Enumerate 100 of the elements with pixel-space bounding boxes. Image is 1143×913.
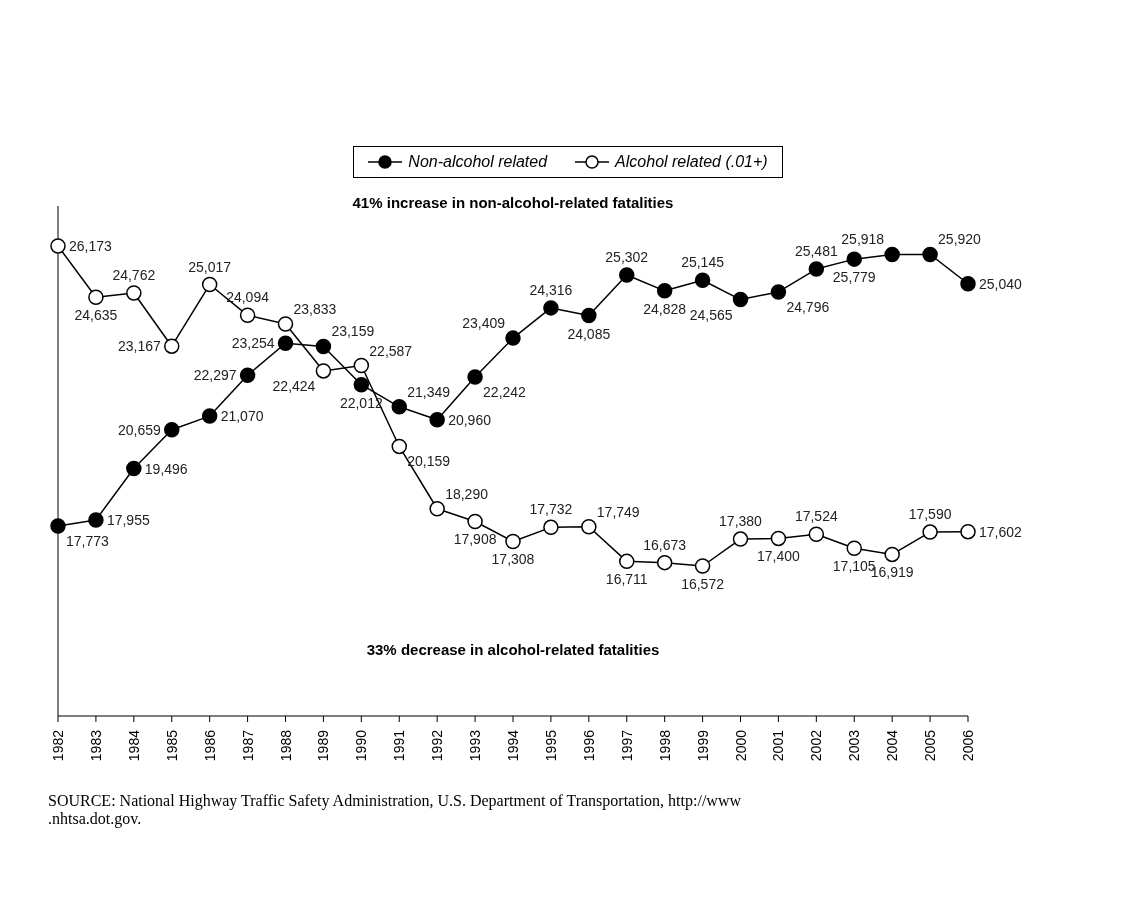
data-label: 22,424 [272, 377, 316, 394]
x-tick-label: 2002 [808, 729, 825, 762]
point [960, 523, 976, 540]
point [429, 500, 445, 517]
point [505, 533, 521, 550]
data-label: 24,085 [567, 325, 611, 342]
data-label: 25,918 [841, 231, 885, 248]
x-tick-label: 1989 [315, 729, 332, 762]
text: 33% decrease in alcohol-related fatalities [365, 641, 661, 658]
data-label: 24,762 [112, 267, 156, 284]
data-label: 16,711 [605, 571, 648, 588]
data-label: 20,159 [407, 453, 451, 470]
point [164, 422, 180, 438]
data-label: 22,297 [193, 367, 237, 384]
point [581, 307, 597, 324]
point [239, 367, 256, 383]
data-label: 17,590 [908, 506, 952, 523]
data-label: 17,773 [66, 532, 110, 549]
data-label: 23,159 [331, 323, 375, 340]
point [467, 513, 483, 530]
x-tick-label: 1983 [87, 729, 104, 762]
data-label: 23,167 [117, 338, 161, 355]
point [164, 338, 180, 354]
x-tick-label: 1992 [429, 729, 446, 762]
data-label: 20,960 [448, 411, 492, 428]
x-tick-label: 1998 [656, 729, 673, 762]
x-tick-label: 1990 [353, 729, 370, 762]
data-label: 17,400 [757, 548, 801, 565]
data-label: 21,349 [407, 383, 451, 400]
data-label: 25,145 [681, 254, 725, 271]
point [543, 519, 559, 536]
point [770, 284, 787, 300]
point [467, 369, 483, 385]
data-label: 20,659 [117, 421, 161, 438]
point [88, 512, 104, 528]
data-label: 21,070 [220, 408, 264, 425]
point [808, 261, 825, 277]
data-label: 16,673 [643, 536, 687, 553]
point [315, 363, 332, 379]
point [619, 553, 635, 570]
point [353, 376, 370, 393]
data-label: 24,828 [643, 300, 687, 317]
data-label: 25,302 [605, 249, 649, 266]
point [126, 285, 142, 301]
point [429, 412, 445, 428]
x-tick-label: 2005 [922, 729, 939, 762]
point [884, 546, 900, 563]
point [391, 438, 407, 455]
point [732, 531, 749, 547]
data-label: 16,572 [681, 576, 725, 592]
data-label: 22,587 [369, 342, 413, 359]
x-tick-label: 2006 [960, 729, 976, 762]
x-tick-label: 1997 [618, 729, 635, 762]
data-label: 24,094 [226, 289, 270, 306]
point [656, 283, 673, 299]
point [201, 276, 218, 293]
data-label: 25,017 [188, 258, 232, 275]
data-label: 25,779 [832, 269, 876, 286]
point [277, 335, 294, 352]
point [694, 272, 711, 289]
x-tick-label: 1987 [239, 729, 256, 762]
data-label: 24,565 [689, 306, 733, 323]
x-tick-label: 1995 [542, 729, 559, 762]
x-tick-label: 1991 [391, 729, 408, 762]
point [201, 408, 218, 424]
point [88, 289, 104, 306]
data-label: 17,380 [719, 513, 763, 530]
data-label: 17,308 [491, 551, 535, 568]
legend-label: Alcohol related (.01+) [613, 153, 768, 171]
x-tick-label: 1982 [50, 729, 66, 762]
point [505, 330, 521, 346]
x-tick-label: 1985 [163, 729, 180, 762]
point [770, 530, 787, 547]
x-tick-label: 1993 [467, 729, 484, 762]
point [846, 540, 862, 556]
point [808, 526, 825, 543]
point [732, 291, 749, 308]
legend-label: Non-alcohol related [407, 153, 548, 171]
data-label: 22,242 [483, 384, 527, 401]
data-label: 25,481 [794, 243, 838, 260]
data-label: 26,173 [69, 238, 113, 254]
data-label: 17,908 [453, 531, 497, 548]
point [543, 300, 559, 316]
point [50, 238, 66, 254]
point [50, 518, 66, 534]
data-label: 25,040 [979, 275, 1023, 292]
data-label: 23,409 [462, 315, 506, 332]
x-tick-label: 1988 [277, 729, 294, 762]
x-tick-label: 1986 [201, 729, 218, 762]
data-label: 23,254 [231, 335, 275, 352]
data-label: 17,732 [529, 501, 573, 518]
x-tick-label: 1994 [505, 729, 521, 762]
point [315, 338, 332, 355]
point [353, 357, 370, 374]
data-label: 24,316 [529, 281, 573, 298]
data-label: 24,635 [74, 307, 118, 324]
point [884, 246, 900, 263]
data-label: 17,602 [979, 523, 1023, 540]
point [960, 276, 976, 292]
x-tick-label: 1984 [125, 729, 142, 762]
